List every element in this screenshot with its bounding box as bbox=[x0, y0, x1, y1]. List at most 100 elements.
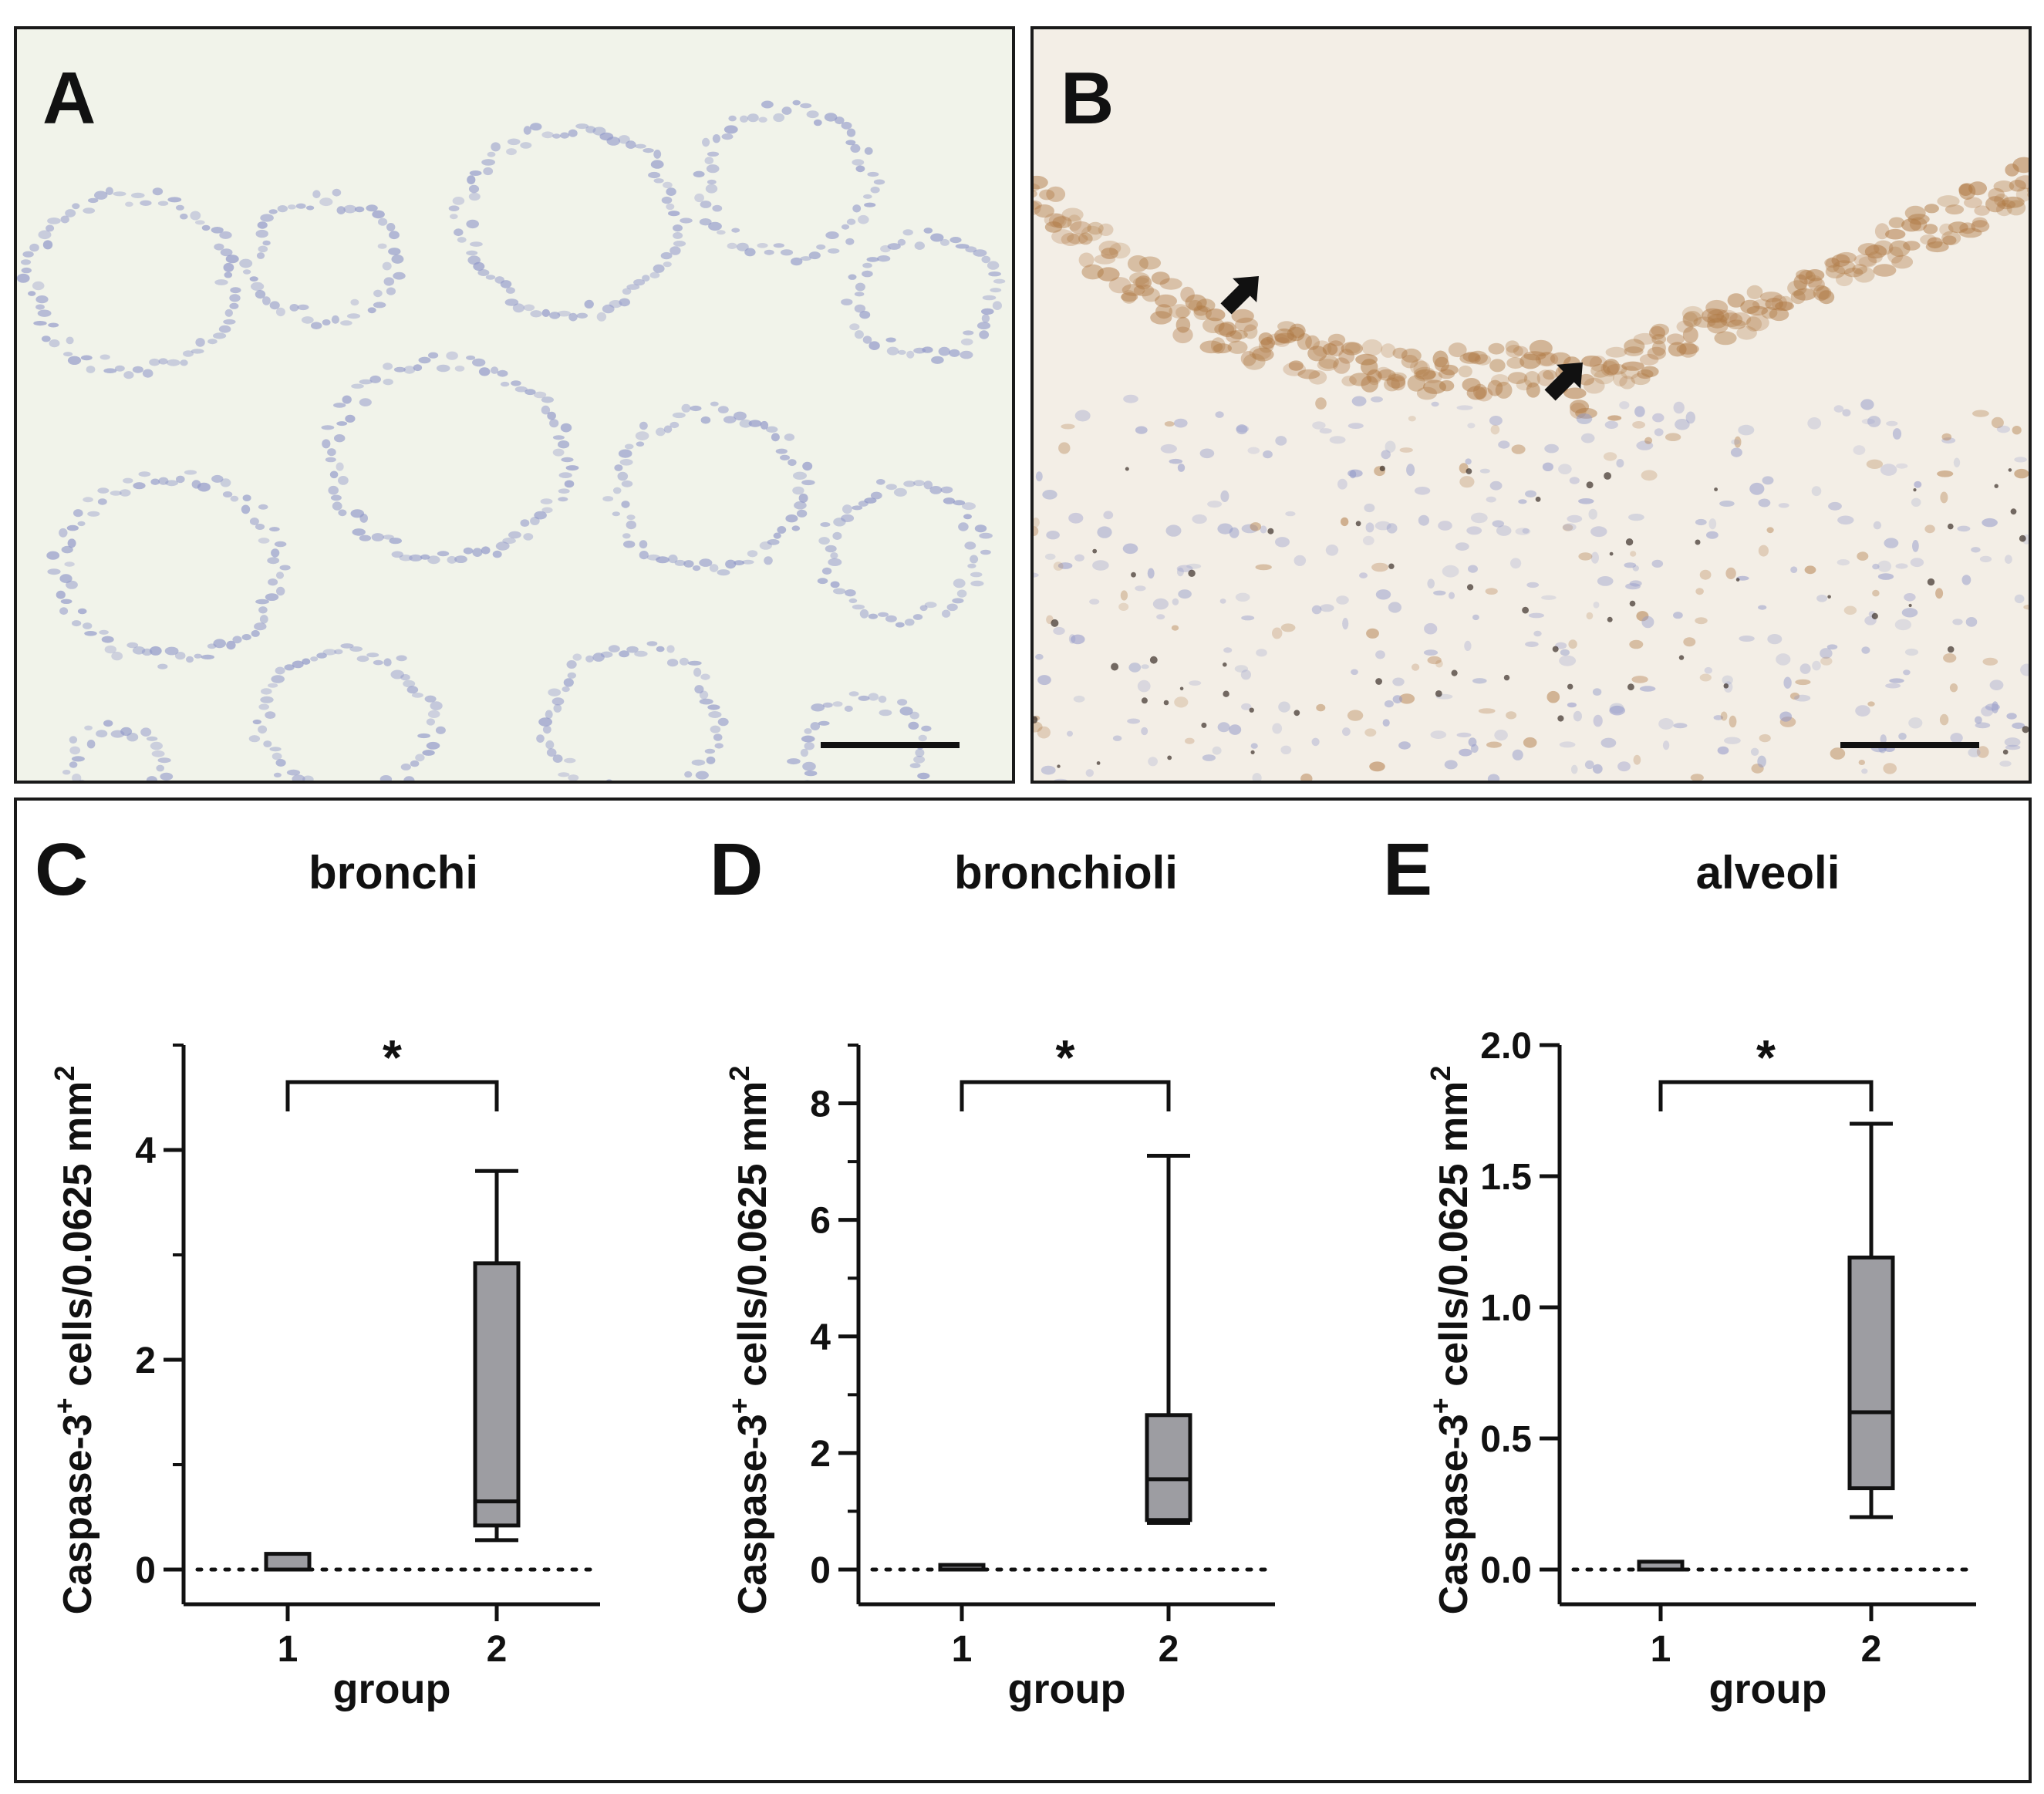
stroma-cell bbox=[1685, 411, 1695, 424]
nucleus bbox=[120, 727, 133, 737]
stroma-cell bbox=[1103, 511, 1114, 520]
stroma-cell bbox=[1738, 424, 1755, 436]
nucleus bbox=[252, 719, 261, 725]
nucleus bbox=[775, 448, 788, 454]
nucleus bbox=[536, 734, 545, 743]
pigment-granule bbox=[1522, 606, 1529, 614]
epithelial-cell bbox=[1550, 352, 1571, 366]
nucleus bbox=[740, 115, 748, 123]
nucleus bbox=[714, 743, 723, 749]
nucleus bbox=[855, 165, 865, 173]
nucleus bbox=[59, 607, 69, 615]
stroma-cell bbox=[1294, 555, 1307, 566]
stroma-cell bbox=[1489, 416, 1503, 426]
nucleus bbox=[979, 532, 993, 539]
stroma-cell bbox=[1757, 755, 1766, 768]
stroma-cell bbox=[1725, 567, 1736, 580]
epithelial-cell bbox=[1885, 228, 1906, 240]
stroma-cell bbox=[1424, 622, 1438, 635]
nucleus bbox=[426, 718, 436, 726]
stroma-cell bbox=[1160, 443, 1177, 454]
epithelial-cell bbox=[1338, 349, 1355, 364]
epithelial-cell bbox=[1831, 254, 1850, 267]
epithelial-cell bbox=[1121, 292, 1138, 302]
stroma-cell bbox=[1278, 701, 1290, 713]
nucleus bbox=[962, 502, 976, 511]
epithelial-cell bbox=[1199, 340, 1223, 354]
nucleus bbox=[35, 295, 49, 304]
nucleus bbox=[780, 454, 790, 460]
stroma-cell bbox=[1523, 737, 1537, 748]
nucleus bbox=[373, 302, 386, 309]
nucleus bbox=[558, 440, 570, 449]
stroma-cell bbox=[1176, 567, 1184, 577]
nucleus bbox=[584, 299, 594, 309]
nucleus bbox=[336, 421, 348, 427]
stroma-cell bbox=[1886, 420, 1898, 427]
stroma-cell bbox=[1127, 718, 1140, 724]
nucleus bbox=[259, 615, 268, 624]
nucleus bbox=[373, 659, 383, 666]
stroma-cell bbox=[1972, 410, 1989, 417]
nucleus bbox=[466, 250, 478, 256]
epithelial-cell bbox=[1651, 334, 1667, 345]
nucleus bbox=[946, 603, 958, 612]
stroma-cell bbox=[1068, 512, 1084, 524]
nucleus bbox=[167, 197, 182, 203]
nucleus bbox=[372, 210, 385, 219]
epithelial-cell bbox=[1051, 229, 1074, 244]
nucleus bbox=[47, 218, 61, 224]
nucleus bbox=[201, 654, 214, 660]
pigment-granule bbox=[1927, 578, 1935, 586]
nucleus bbox=[938, 346, 951, 356]
nucleus bbox=[709, 564, 719, 572]
nucleus bbox=[126, 642, 139, 649]
pigment-granule bbox=[1379, 465, 1385, 472]
stroma-cell bbox=[1558, 464, 1572, 474]
nucleus bbox=[758, 116, 767, 123]
epithelial-cell bbox=[1487, 379, 1503, 396]
nucleus bbox=[855, 282, 865, 292]
nucleus bbox=[626, 514, 636, 521]
epithelial-cell bbox=[1249, 346, 1272, 360]
nucleus bbox=[912, 614, 923, 620]
nucleus bbox=[859, 609, 869, 619]
nucleus bbox=[523, 126, 531, 135]
stroma-cell bbox=[1412, 663, 1420, 671]
stroma-cell bbox=[1634, 406, 1645, 417]
nucleus bbox=[804, 742, 815, 750]
pigment-granule bbox=[1994, 484, 1998, 488]
stroma-cell bbox=[1616, 459, 1624, 468]
stroma-cell bbox=[1275, 436, 1287, 446]
stroma-cell bbox=[1758, 545, 1769, 557]
micrograph-b: B bbox=[1030, 26, 2032, 784]
stroma-cell bbox=[1518, 499, 1527, 504]
stroma-cell bbox=[1176, 565, 1193, 572]
nucleus bbox=[967, 563, 976, 568]
stroma-cell bbox=[1896, 463, 1908, 469]
nucleus bbox=[133, 482, 146, 490]
nucleus bbox=[437, 551, 450, 557]
epithelial-cell bbox=[1243, 353, 1266, 370]
epithelial-cell bbox=[1243, 324, 1258, 339]
y-axis-label: Caspase-3+ cells/0.0625 mm2 bbox=[1425, 1066, 1476, 1615]
epithelial-cell bbox=[1386, 374, 1406, 389]
nucleus bbox=[481, 159, 495, 166]
nucleus bbox=[549, 419, 559, 428]
nucleus bbox=[842, 504, 852, 514]
epithelial-cell bbox=[1624, 339, 1645, 354]
nucleus bbox=[466, 355, 476, 360]
nucleus bbox=[921, 725, 932, 732]
epithelial-cell bbox=[1432, 350, 1449, 368]
nucleus bbox=[338, 509, 347, 517]
stroma-cell bbox=[1889, 678, 1904, 683]
stroma-cell bbox=[1362, 535, 1374, 546]
stroma-cell bbox=[1662, 740, 1670, 750]
stroma-cell bbox=[1567, 514, 1583, 523]
stroma-cell bbox=[1089, 599, 1100, 605]
stroma-cell bbox=[1466, 526, 1482, 535]
nucleus bbox=[558, 772, 570, 777]
nucleus bbox=[409, 554, 423, 561]
stroma-cell bbox=[1067, 730, 1073, 737]
epithelial-cell bbox=[1188, 300, 1202, 312]
